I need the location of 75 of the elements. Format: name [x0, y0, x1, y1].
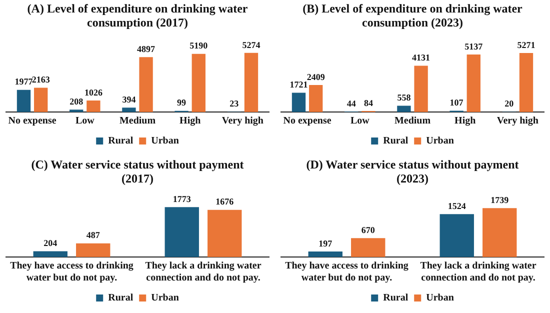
bar	[244, 52, 258, 112]
data-label: 5190	[190, 40, 208, 51]
data-label: 1739	[490, 194, 510, 205]
chart-title: (C) Water service status without payment (2017)	[31, 157, 244, 186]
data-label: 4897	[137, 44, 156, 54]
bar	[16, 90, 31, 112]
legend-label: Rural	[108, 292, 134, 304]
x-tick-label: No expense	[8, 116, 57, 127]
data-label: 5137	[464, 41, 484, 52]
data-label: 558	[397, 92, 412, 103]
bar	[208, 210, 242, 257]
data-label: 394	[122, 94, 136, 104]
bar	[164, 207, 199, 257]
x-tick-label: They lack a drinking water connection and do not pay.	[420, 260, 537, 284]
legend-label: Rural	[108, 136, 134, 147]
bar	[440, 214, 474, 257]
data-label: 4131	[412, 52, 431, 63]
x-tick-label: They lack a drinking water connection and do not pay.	[145, 260, 262, 284]
legend-label: Urban	[151, 292, 180, 304]
x-tick-label: Very high	[496, 116, 539, 127]
bar	[308, 251, 342, 257]
x-tick-label: Very high	[222, 116, 264, 127]
x-tick-label: Medium	[119, 116, 156, 127]
bar	[414, 66, 428, 112]
bar	[122, 108, 136, 112]
data-label: 1026	[84, 87, 103, 98]
legend-label: Urban	[426, 292, 454, 304]
chart-title: (B) Level of expenditure on drinking water consumption (2023)	[302, 1, 524, 30]
data-label: 208	[70, 96, 84, 106]
bar	[139, 57, 153, 112]
bar	[482, 208, 517, 257]
x-tick-label: Medium	[394, 116, 432, 127]
legend-label: Rural	[383, 136, 408, 147]
x-tick-label: They have access to drinking water but do not pay.	[10, 260, 134, 284]
data-label: 5274	[242, 40, 261, 50]
bar	[466, 54, 480, 112]
x-tick-label: High	[180, 116, 202, 127]
data-label: 2409	[306, 72, 326, 82]
data-label: 5271	[517, 40, 536, 50]
data-label: 197	[318, 238, 333, 248]
x-tick-label: Low	[75, 116, 96, 127]
chart-title: (A) Level of expenditure on drinking water consumption (2017)	[27, 1, 248, 30]
bar	[34, 88, 48, 112]
bar	[397, 106, 411, 112]
data-label: 99	[177, 98, 187, 108]
legend-label: Urban	[151, 136, 180, 147]
bar	[351, 238, 386, 257]
data-label: 204	[44, 238, 58, 248]
x-tick-label: They have access to drinking water but do not pay.	[285, 260, 408, 284]
x-tick-label: No expense	[283, 116, 332, 127]
bar	[519, 52, 534, 112]
chart-title: (D) Water service status without payment (2023)	[306, 157, 519, 186]
bar	[86, 100, 100, 112]
data-label: 23	[230, 98, 240, 109]
x-tick-label: Low	[350, 116, 370, 127]
bar	[192, 54, 206, 112]
data-label: 84	[364, 98, 374, 108]
bar	[309, 85, 323, 112]
data-label: 1721	[290, 80, 308, 90]
data-label: 1773	[172, 194, 192, 204]
data-label: 1524	[448, 201, 466, 212]
x-tick-label: High	[454, 116, 476, 127]
bar	[292, 92, 306, 112]
bar	[76, 243, 110, 257]
data-label: 20	[504, 98, 514, 109]
data-label: 1977	[14, 76, 34, 87]
data-label: 487	[86, 230, 100, 240]
data-label: 44	[346, 98, 356, 108]
bar	[33, 251, 68, 257]
data-label: 670	[361, 225, 376, 235]
legend-label: Rural	[383, 292, 408, 304]
data-label: 107	[450, 98, 464, 108]
data-label: 2163	[32, 74, 50, 85]
legend-label: Urban	[426, 136, 454, 147]
data-label: 1676	[216, 196, 234, 207]
